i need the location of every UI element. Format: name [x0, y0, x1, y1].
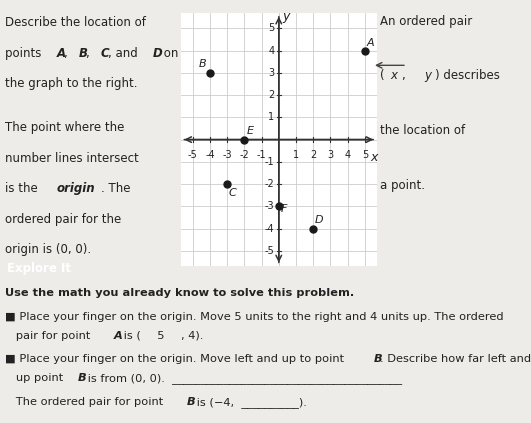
Text: D: D — [152, 47, 162, 60]
Text: 5: 5 — [362, 150, 368, 159]
Text: -2: -2 — [239, 150, 249, 159]
Text: -5: -5 — [188, 150, 198, 159]
Text: -2: -2 — [265, 179, 275, 189]
Text: y: y — [282, 10, 289, 22]
Text: B: B — [187, 397, 195, 407]
Text: ordered pair for the: ordered pair for the — [5, 213, 122, 225]
Text: origin is (0, 0).: origin is (0, 0). — [5, 243, 91, 256]
Text: -3: -3 — [265, 201, 275, 212]
Text: ■ Place your finger on the origin. Move 5 units to the right and 4 units up. The: ■ Place your finger on the origin. Move … — [5, 312, 504, 321]
Text: , and: , and — [108, 47, 142, 60]
Text: The point where the: The point where the — [5, 121, 125, 134]
Text: F: F — [281, 204, 287, 214]
Text: C: C — [101, 47, 109, 60]
Text: ) describes: ) describes — [435, 69, 500, 82]
Text: , 4).: , 4). — [181, 330, 203, 341]
Text: 1: 1 — [293, 150, 299, 159]
Text: is (−4,  __________).: is (−4, __________). — [193, 397, 306, 408]
Text: 5: 5 — [150, 330, 172, 341]
Text: up point: up point — [5, 374, 67, 383]
Text: . The: . The — [101, 182, 131, 195]
Text: An ordered pair: An ordered pair — [380, 14, 472, 27]
Text: a point.: a point. — [380, 179, 425, 192]
Text: B: B — [374, 354, 383, 364]
Text: on: on — [160, 47, 178, 60]
Text: -4: -4 — [265, 224, 275, 233]
Text: -3: -3 — [222, 150, 232, 159]
Text: 3: 3 — [268, 68, 275, 78]
Text: 5: 5 — [268, 23, 275, 33]
Text: The ordered pair for point: The ordered pair for point — [5, 397, 167, 407]
Text: -1: -1 — [265, 157, 275, 167]
Text: origin: origin — [57, 182, 96, 195]
Text: ,: , — [402, 69, 409, 82]
Text: x: x — [391, 69, 398, 82]
Text: x: x — [371, 151, 378, 164]
Text: . Describe how far left and: . Describe how far left and — [380, 354, 531, 364]
Text: y: y — [424, 69, 431, 82]
Text: B: B — [79, 47, 88, 60]
Text: -1: -1 — [256, 150, 267, 159]
Text: E: E — [246, 126, 253, 136]
Text: Explore It: Explore It — [7, 262, 71, 275]
Text: 1: 1 — [268, 113, 275, 122]
Text: is (: is ( — [120, 330, 141, 341]
Text: 3: 3 — [328, 150, 333, 159]
Text: 4: 4 — [268, 46, 275, 55]
Text: B: B — [198, 59, 206, 69]
Text: A: A — [57, 47, 66, 60]
Text: A: A — [114, 330, 123, 341]
Text: the location of: the location of — [380, 124, 465, 137]
Text: 4: 4 — [345, 150, 351, 159]
Text: 2: 2 — [268, 90, 275, 100]
Text: C: C — [228, 188, 236, 198]
Text: pair for point: pair for point — [5, 330, 95, 341]
Text: (: ( — [380, 69, 384, 82]
Text: -5: -5 — [265, 246, 275, 256]
Text: -4: -4 — [205, 150, 215, 159]
Text: is the: is the — [5, 182, 42, 195]
Text: D: D — [314, 215, 323, 225]
Text: 2: 2 — [310, 150, 316, 159]
Text: is from (0, 0).  ________________________________________: is from (0, 0). ________________________… — [84, 374, 402, 384]
Text: B: B — [78, 374, 87, 383]
Text: ,: , — [86, 47, 94, 60]
Text: points: points — [5, 47, 46, 60]
Text: Describe the location of: Describe the location of — [5, 16, 146, 29]
Text: Use the math you already know to solve this problem.: Use the math you already know to solve t… — [5, 288, 355, 298]
Text: ■ Place your finger on the origin. Move left and up to point: ■ Place your finger on the origin. Move … — [5, 354, 348, 364]
Text: number lines intersect: number lines intersect — [5, 152, 139, 165]
Text: ,: , — [64, 47, 72, 60]
Text: the graph to the right.: the graph to the right. — [5, 77, 138, 90]
Text: A: A — [366, 38, 374, 48]
